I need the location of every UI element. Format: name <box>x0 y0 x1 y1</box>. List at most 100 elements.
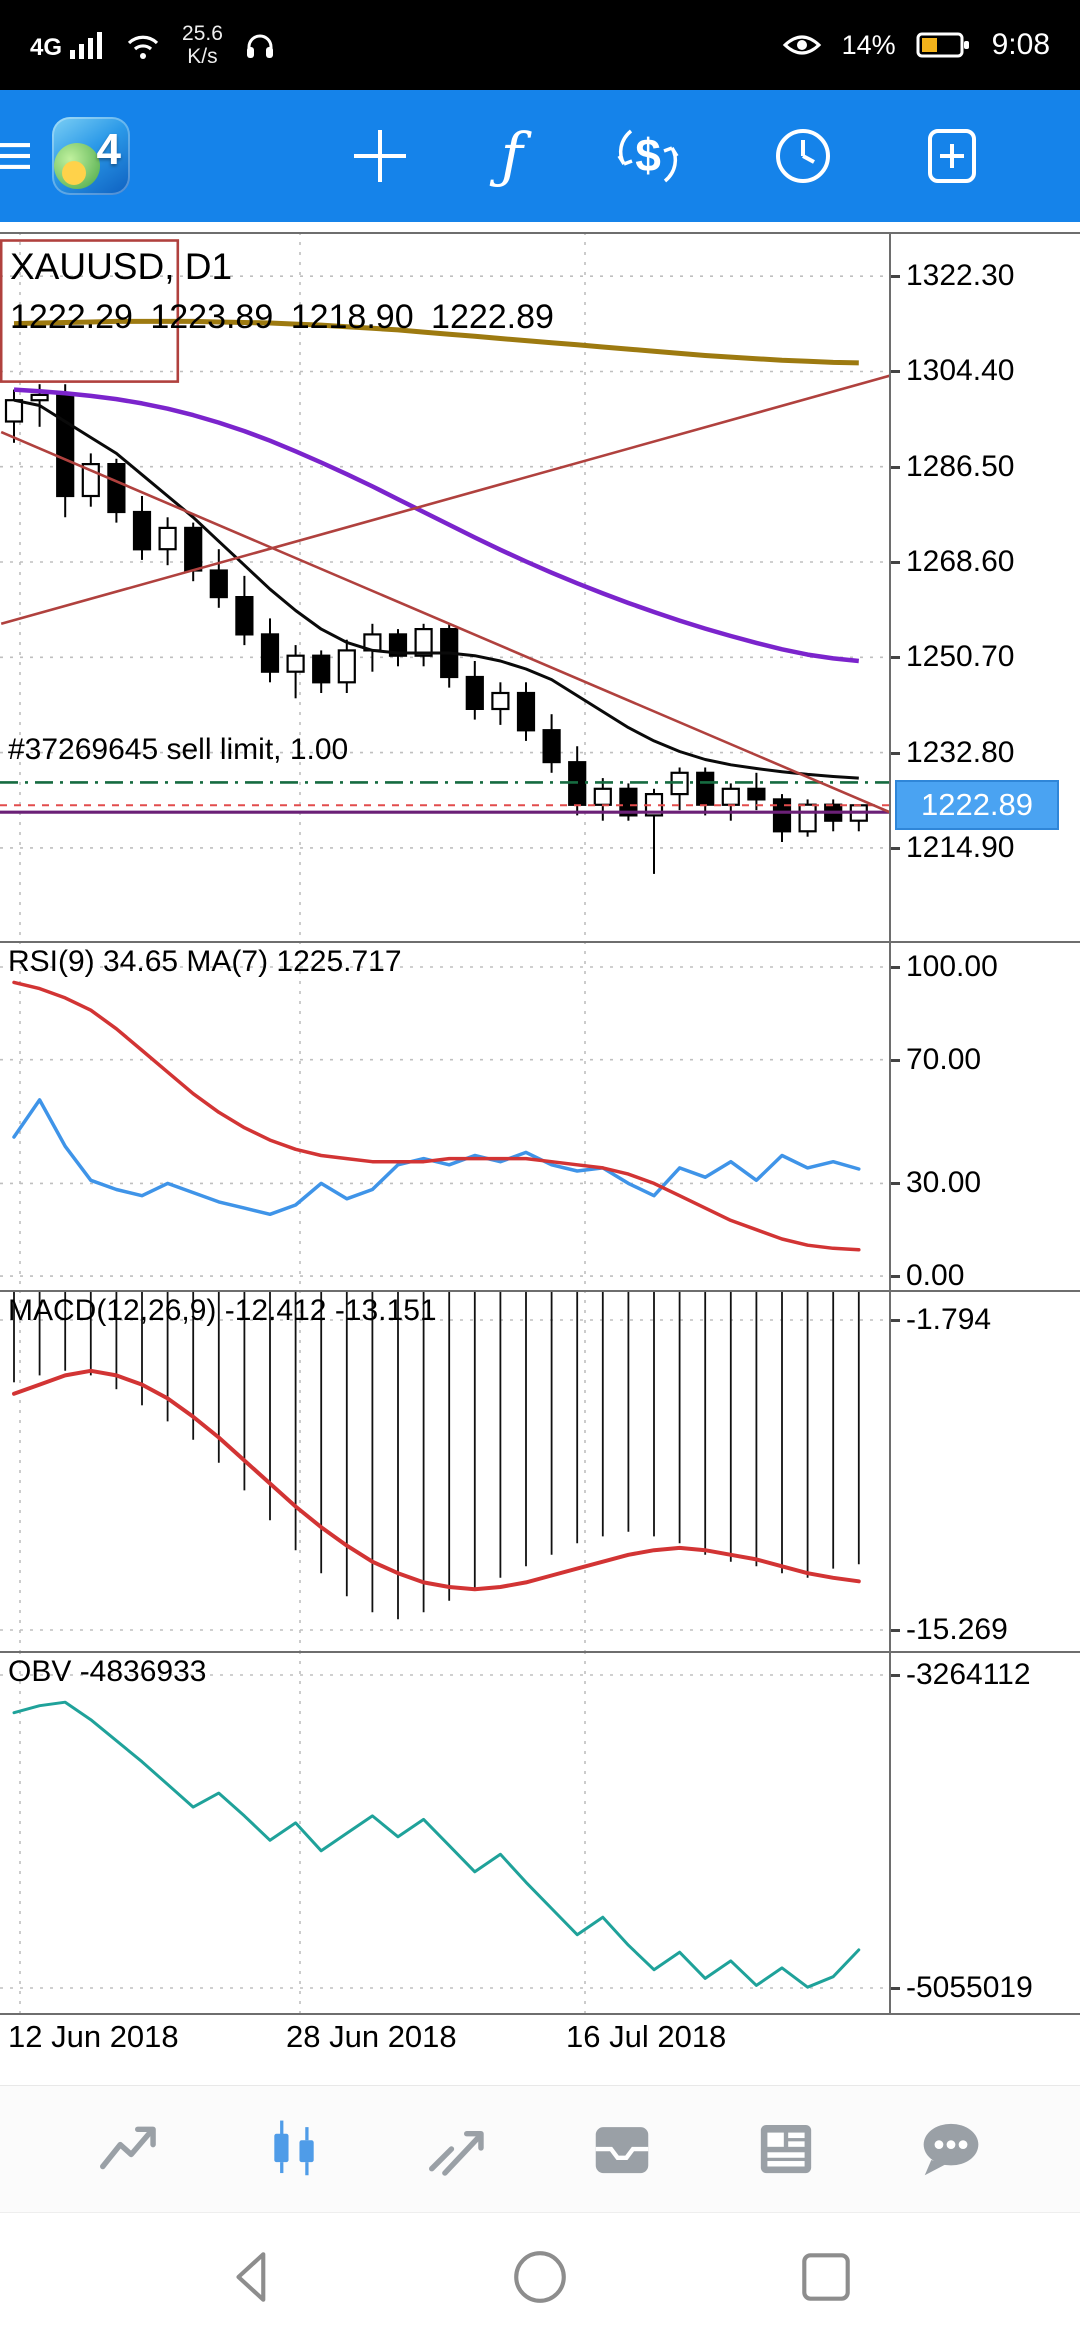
speed-unit: K/s <box>187 45 218 68</box>
date-label: 16 Jul 2018 <box>566 2019 727 2054</box>
axis-label: 1232.80 <box>906 735 1015 769</box>
new-order-icon <box>927 129 976 183</box>
macd-chart <box>0 1290 890 1651</box>
tab-news[interactable] <box>751 2114 821 2184</box>
macd-axis: -1.794 -15.269 <box>890 1290 1080 1651</box>
function-icon: ƒ <box>500 121 523 191</box>
new-order-button[interactable] <box>924 126 980 186</box>
axis-label: 0.00 <box>906 1259 965 1293</box>
svg-text:$: $ <box>635 129 661 181</box>
axis-label: 1304.40 <box>906 354 1015 388</box>
axis-tick <box>890 846 900 850</box>
trade-button[interactable]: $ <box>613 125 683 187</box>
obv-panel[interactable]: OBV -4836933 <box>0 1651 890 2013</box>
date-label: 28 Jun 2018 <box>286 2019 457 2054</box>
order-line-label: #37269645 sell limit, 1.00 <box>8 733 349 766</box>
logo-number: 4 <box>96 125 121 174</box>
panel-divider <box>0 232 1080 234</box>
rsi-axis: 100.00 70.00 30.00 0.00 <box>890 941 1080 1292</box>
chat-bubble-icon <box>923 2123 979 2176</box>
battery-icon <box>916 32 969 58</box>
rsi-label: RSI(9) 34.65 MA(7) 1225.717 <box>8 945 402 978</box>
inbox-tray-icon <box>595 2127 649 2174</box>
speed-value: 25.6 <box>182 22 223 45</box>
axis-label: 1286.50 <box>906 449 1015 483</box>
nav-back-button[interactable] <box>224 2246 286 2308</box>
axis-tick <box>890 656 900 660</box>
axis-tick <box>890 465 900 469</box>
tab-charts[interactable] <box>259 2114 329 2184</box>
dollar-arrows-icon: $ <box>617 129 679 183</box>
price-axis: 1222.89 1322.30 1304.40 1286.50 1268.60 1250… <box>890 232 1080 941</box>
panel-divider <box>0 941 1080 943</box>
nav-recents-button[interactable] <box>795 2246 857 2308</box>
axis-tick <box>890 1674 900 1677</box>
axis-border-line <box>889 232 891 2015</box>
date-label: 12 Jun 2018 <box>8 2019 179 2054</box>
headset-icon <box>246 34 273 58</box>
nav-home-button[interactable] <box>509 2246 571 2308</box>
tab-mailbox[interactable] <box>587 2114 657 2184</box>
trend-lines-icon <box>428 2130 484 2176</box>
top-toolbar: 4 ƒ $ <box>0 90 1080 222</box>
tab-messages[interactable] <box>916 2114 986 2184</box>
axis-tick <box>890 561 900 564</box>
clock-icon <box>776 129 831 183</box>
macd-label: MACD(12,26,9) -12.412 -13.151 <box>8 1294 437 1327</box>
network-indicator: 4G <box>30 28 104 62</box>
axis-tick <box>890 965 900 969</box>
axis-tick <box>890 1275 900 1279</box>
candlestick-icon <box>273 2120 314 2176</box>
eye-icon <box>782 35 821 55</box>
tab-quotes[interactable] <box>94 2114 164 2184</box>
network-speed: 25.6 K/s <box>182 22 223 68</box>
axis-tick <box>890 275 900 279</box>
status-bar: 4G 25.6 K/s 14% <box>0 0 1080 90</box>
price-chart-panel[interactable]: XAUUSD, D1 1222.29 1223.89 1218.90 1222.… <box>0 232 890 941</box>
axis-label: 1322.30 <box>906 259 1015 293</box>
macd-panel[interactable]: MACD(12,26,9) -12.412 -13.151 <box>0 1290 890 1651</box>
signal-strength-icon <box>70 32 103 59</box>
battery-percent: 14% <box>841 29 896 60</box>
axis-label: -1.794 <box>906 1303 992 1336</box>
chart-ohlc-values: 1222.29 1223.89 1218.90 1222.89 <box>10 298 554 336</box>
crosshair-icon <box>354 130 407 182</box>
home-circle-icon <box>514 2250 566 2303</box>
axis-label: 70.00 <box>906 1042 982 1076</box>
history-button[interactable] <box>773 126 833 186</box>
trend-arrow-icon <box>100 2126 157 2170</box>
indicators-button[interactable]: ƒ <box>501 126 523 186</box>
axis-label: 30.00 <box>906 1166 982 1200</box>
network-type-label: 4G <box>30 34 63 61</box>
axis-label: 1214.90 <box>906 830 1015 864</box>
panel-divider <box>0 1651 1080 1653</box>
axis-tick <box>890 370 900 374</box>
mt4-logo: 4 <box>52 117 130 195</box>
axis-label: -3264112 <box>906 1658 1031 1691</box>
axis-label: 1268.60 <box>906 545 1015 578</box>
clock-text: 9:08 <box>991 28 1050 61</box>
chart-symbol-title: XAUUSD, D1 <box>10 246 233 287</box>
android-nav-bar <box>0 2212 1080 2340</box>
back-triangle-icon <box>235 2251 265 2302</box>
axis-tick <box>890 1987 900 1991</box>
candlestick-chart <box>0 232 890 941</box>
newspaper-icon <box>761 2124 812 2174</box>
obv-chart <box>0 1651 890 2013</box>
axis-label: 100.00 <box>906 949 998 983</box>
crosshair-button[interactable] <box>350 126 410 186</box>
rsi-chart <box>0 941 890 1290</box>
obv-label: OBV -4836933 <box>8 1655 207 1688</box>
axis-tick <box>890 1058 900 1062</box>
hamburger-icon <box>0 143 30 169</box>
axis-tick <box>890 751 900 755</box>
obv-axis: -3264112 -5055019 <box>890 1651 1080 2013</box>
tab-trade[interactable] <box>423 2114 493 2184</box>
axis-tick <box>890 1319 900 1322</box>
logo-yellow-shape <box>62 161 86 185</box>
menu-button[interactable] <box>0 118 30 194</box>
rsi-panel[interactable]: RSI(9) 34.65 MA(7) 1225.717 <box>0 941 890 1290</box>
panel-divider <box>0 1290 1080 1292</box>
wifi-icon <box>127 35 159 59</box>
panel-divider <box>0 2013 1080 2015</box>
